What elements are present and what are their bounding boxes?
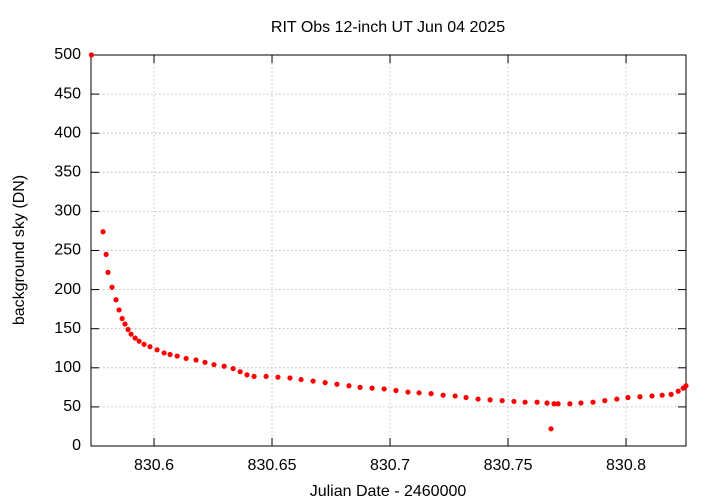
point	[174, 353, 180, 359]
point	[511, 398, 517, 405]
point	[128, 331, 134, 337]
point	[211, 362, 217, 368]
point	[103, 251, 109, 258]
point	[614, 396, 620, 402]
point	[251, 373, 257, 380]
point	[369, 385, 375, 391]
point	[221, 363, 227, 369]
point	[590, 399, 596, 405]
x-tick-label: 830.65	[248, 457, 297, 474]
point	[555, 401, 561, 407]
point	[578, 400, 584, 406]
point	[287, 375, 293, 381]
y-tick-label: 100	[54, 359, 81, 376]
plot-border	[90, 54, 687, 447]
x-tick-label: 830.7	[370, 457, 410, 474]
x-tick-label: 830.75	[484, 457, 533, 474]
point	[298, 376, 304, 383]
point	[440, 392, 446, 398]
point	[237, 369, 243, 375]
y-axis-label: background sky (DN)	[11, 175, 28, 325]
point	[463, 394, 469, 401]
point	[683, 383, 689, 389]
point	[602, 398, 608, 404]
point	[567, 401, 573, 407]
point	[548, 426, 554, 432]
point	[475, 396, 481, 402]
point	[100, 229, 106, 235]
point	[649, 393, 655, 399]
point	[452, 393, 458, 399]
point	[116, 307, 122, 313]
point	[132, 335, 138, 341]
point	[263, 373, 269, 380]
point	[202, 359, 208, 365]
point	[659, 392, 665, 398]
point	[119, 315, 125, 322]
point	[551, 401, 557, 407]
point	[487, 397, 493, 403]
y-tick-label: 500	[54, 46, 81, 63]
point	[393, 387, 399, 394]
point	[416, 390, 422, 396]
point	[346, 383, 352, 389]
chart-title: RIT Obs 12-inch UT Jun 04 2025	[271, 19, 505, 36]
point	[147, 344, 153, 350]
point	[322, 380, 328, 386]
y-tick-label: 150	[54, 320, 81, 337]
point	[522, 399, 528, 405]
point	[109, 284, 115, 290]
point	[534, 399, 540, 405]
point	[637, 394, 643, 400]
y-tick-label: 250	[54, 242, 81, 259]
point	[161, 350, 167, 356]
point	[405, 389, 411, 395]
x-tick-label: 830.8	[606, 457, 646, 474]
point	[183, 355, 189, 362]
point	[310, 378, 316, 384]
point	[625, 394, 631, 401]
x-tick-label: 830.6	[134, 457, 174, 474]
point	[499, 398, 505, 404]
point	[675, 388, 681, 394]
point	[275, 374, 281, 380]
point	[88, 52, 95, 58]
point	[193, 357, 199, 363]
point	[334, 381, 340, 387]
point	[154, 347, 160, 353]
point	[141, 341, 147, 347]
y-tick-label: 350	[54, 164, 81, 181]
point	[357, 384, 363, 390]
point	[244, 372, 250, 378]
point	[136, 338, 142, 344]
point	[113, 297, 119, 303]
point	[105, 269, 111, 275]
point	[122, 321, 128, 327]
point	[544, 400, 550, 406]
y-tick-label: 450	[54, 85, 81, 102]
y-tick-label: 400	[54, 124, 81, 141]
point	[428, 391, 434, 397]
point	[125, 326, 131, 333]
y-tick-label: 0	[72, 437, 81, 454]
x-axis-label: Julian Date - 2460000	[310, 483, 467, 500]
y-tick-label: 50	[63, 398, 81, 415]
point	[381, 386, 387, 392]
y-tick-label: 200	[54, 281, 81, 298]
y-tick-label: 300	[54, 203, 81, 220]
point	[167, 351, 173, 358]
point	[668, 391, 674, 397]
point	[230, 365, 236, 372]
